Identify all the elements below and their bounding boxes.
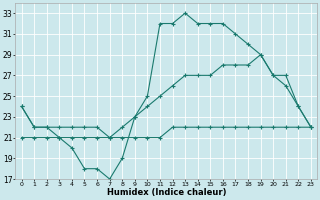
X-axis label: Humidex (Indice chaleur): Humidex (Indice chaleur) (107, 188, 226, 197)
